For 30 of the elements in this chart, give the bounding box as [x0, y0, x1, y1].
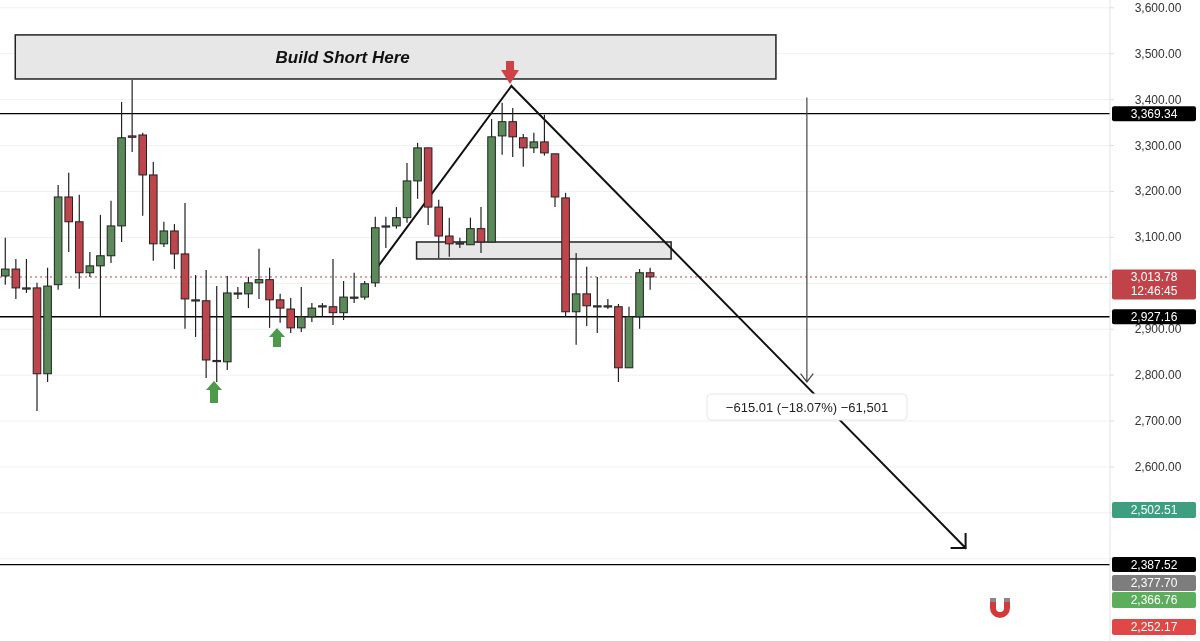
- candlestick: [392, 206, 401, 230]
- y-tick-label: 3,100.00: [1134, 230, 1182, 245]
- candlestick: [170, 223, 179, 270]
- y-tick-label: 3,200.00: [1134, 184, 1182, 199]
- text: 2,366.76: [1130, 593, 1178, 607]
- y-tick-label: 3,300.00: [1134, 138, 1182, 153]
- text: 2,502.51: [1130, 503, 1178, 517]
- candlestick: [244, 276, 253, 309]
- candlestick: [22, 258, 31, 294]
- candlestick: [339, 280, 348, 321]
- band-label: Build Short Here: [275, 47, 410, 67]
- y-tick-label: 2,800.00: [1134, 368, 1182, 383]
- ref-line-label: 2,927.16: [1130, 310, 1178, 325]
- text: 2,377.70: [1130, 576, 1178, 590]
- y-tick-label: 2,700.00: [1134, 414, 1182, 429]
- y-tick-label: 2,900.00: [1134, 322, 1182, 337]
- candlestick: [540, 114, 549, 157]
- y-tick-label: 3,400.00: [1134, 92, 1182, 107]
- y-tick-label: 3,600.00: [1134, 0, 1182, 15]
- candlestick: [191, 274, 200, 338]
- y-tick-label: 2,600.00: [1134, 459, 1182, 474]
- ref-line-label: 2,387.52: [1130, 558, 1178, 573]
- text: 2,252.17: [1130, 620, 1178, 634]
- ref-line-label: 3,013.78: [1130, 270, 1178, 285]
- ref-line-label: 3,369.34: [1130, 107, 1178, 122]
- text: 12:46:45: [1130, 284, 1178, 299]
- candlestick: [254, 248, 264, 300]
- y-tick-label: 3,500.00: [1134, 46, 1182, 61]
- candlestick: [96, 214, 105, 318]
- annotation: −615.01 (−18.07%) −61,501: [725, 400, 889, 415]
